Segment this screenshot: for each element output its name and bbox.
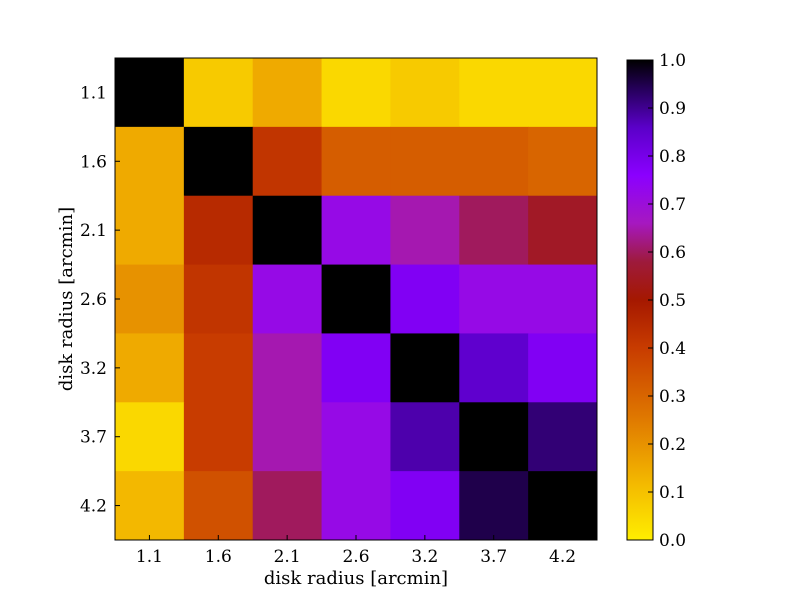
heatmap-cell-r5-c5 [459, 402, 529, 472]
colorbar: 0.0 0.1 0.2 0.3 0.4 0.5 0.6 0.7 0.8 0.9 1.0 [626, 51, 686, 551]
heatmap-cell-r6-c2 [252, 471, 323, 541]
x-tick-label: 1.6 [205, 547, 232, 567]
heatmap-cell-r4-c3 [321, 333, 391, 403]
heatmap-cell-r6-c4 [390, 471, 460, 541]
y-tick-label: 3.2 [80, 359, 107, 379]
heatmap-cell-r4-c6 [528, 333, 598, 403]
colorbar-tick-label: 0.9 [659, 99, 686, 119]
heatmap-cell-r0-c0 [115, 58, 185, 128]
heatmap-cell-r0-c3 [321, 58, 391, 128]
y-axis-label: disk radius [arcmin] [56, 207, 77, 391]
heatmap-cell-r0-c4 [390, 58, 460, 128]
colorbar-tick-label: 0.1 [659, 483, 686, 503]
heatmap-cell-r1-c5 [459, 126, 529, 197]
y-tick-label: 2.1 [80, 221, 107, 241]
heatmap-cell-r2-c1 [183, 195, 254, 266]
heatmap-cell-r3-c4 [390, 264, 460, 334]
colorbar-tick-label: 0.8 [659, 147, 686, 167]
heatmap-cell-r0-c6 [528, 58, 598, 128]
colorbar-tick-label: 0.3 [659, 387, 686, 407]
x-axis: 1.1 1.6 2.1 2.6 3.2 3.7 4.2 [136, 535, 576, 567]
heatmap-cell-r2-c3 [321, 195, 391, 266]
heatmap-cell-r3-c0 [115, 264, 185, 334]
colorbar-tick-label: 0.7 [659, 195, 686, 215]
y-tick-label: 1.6 [80, 152, 107, 172]
x-tick-label: 3.7 [480, 547, 507, 567]
heatmap-cell-r4-c4 [390, 333, 460, 403]
colorbar-tick-label: 0.2 [659, 435, 686, 455]
heatmap-cell-r3-c5 [459, 264, 529, 334]
heatmap-cell-r6-c3 [321, 471, 391, 541]
colorbar-tick-label: 1.0 [659, 51, 686, 71]
heatmap-cell-r4-c5 [459, 333, 529, 403]
y-tick-label: 4.2 [80, 497, 107, 517]
heatmap-cell-r2-c6 [528, 195, 598, 266]
heatmap-cell-r5-c0 [115, 402, 185, 472]
colorbar-tick-label: 0.6 [659, 243, 686, 263]
y-axis: 1.1 1.6 2.1 2.6 3.2 3.7 4.2 [80, 83, 120, 517]
x-tick-label: 3.2 [411, 547, 438, 567]
heatmap-cell-r2-c4 [390, 195, 460, 266]
heatmap-cell-r1-c6 [528, 126, 598, 197]
x-tick-label: 2.1 [274, 547, 301, 567]
heatmap-cell-r6-c0 [115, 471, 185, 541]
heatmap-cell-r4-c0 [115, 333, 185, 403]
heatmap-cell-r5-c4 [390, 402, 460, 472]
y-tick-label: 1.1 [80, 83, 107, 103]
heatmap-cell-r1-c1 [183, 126, 254, 197]
x-tick-label: 4.2 [549, 547, 576, 567]
colorbar-tick-label: 0.5 [659, 291, 686, 311]
heatmap-cell-r4-c1 [183, 333, 254, 403]
heatmap-cell-r1-c4 [390, 126, 460, 197]
heatmap-cell-r2-c0 [115, 195, 185, 266]
heatmap-cell-r4-c2 [252, 333, 323, 403]
heatmap-cell-r3-c1 [183, 264, 254, 334]
heatmap-cell-r5-c2 [252, 402, 323, 472]
heatmap-cell-r5-c3 [321, 402, 391, 472]
heatmap-cells [115, 58, 598, 541]
heatmap-cell-r0-c1 [183, 58, 254, 128]
heatmap-cell-r3-c2 [252, 264, 323, 334]
x-tick-label: 1.1 [136, 547, 163, 567]
colorbar-tick-label: 0.4 [659, 339, 686, 359]
heatmap-cell-r2-c5 [459, 195, 529, 266]
colorbar-tick-label: 0.0 [659, 531, 686, 551]
heatmap-cell-r2-c2 [252, 195, 323, 266]
heatmap-cell-r3-c3 [321, 264, 391, 334]
x-tick-label: 2.6 [342, 547, 369, 567]
heatmap-cell-r6-c6 [528, 471, 598, 541]
x-axis-label: disk radius [arcmin] [264, 568, 448, 589]
heatmap-cell-r5-c6 [528, 402, 598, 472]
heatmap-cell-r1-c3 [321, 126, 391, 197]
heatmap-cell-r0-c5 [459, 58, 529, 128]
heatmap-cell-r0-c2 [252, 58, 323, 128]
y-tick-label: 2.6 [80, 290, 107, 310]
y-tick-label: 3.7 [80, 428, 107, 448]
heatmap-cell-r1-c0 [115, 126, 185, 197]
heatmap-cell-r6-c5 [459, 471, 529, 541]
heatmap-cell-r6-c1 [183, 471, 254, 541]
heatmap-cell-r3-c6 [528, 264, 598, 334]
heatmap-cell-r1-c2 [252, 126, 323, 197]
heatmap-cell-r5-c1 [183, 402, 254, 472]
